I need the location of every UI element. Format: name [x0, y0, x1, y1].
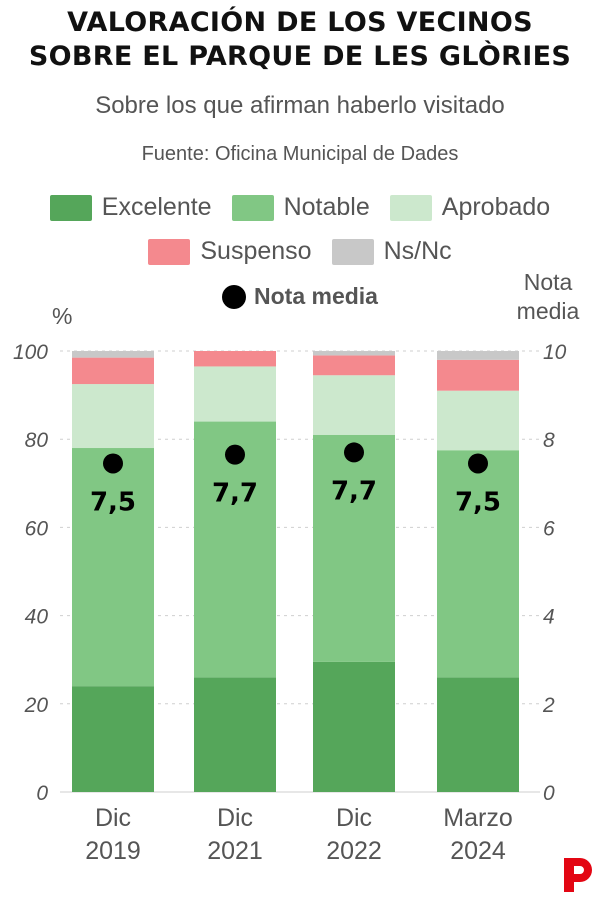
- bar-segment-excelente: [437, 677, 519, 792]
- legend-swatch-notable: [231, 194, 274, 221]
- y-left-tick-label: 0: [36, 782, 48, 805]
- legend-label-nsnc: Ns/Nc: [383, 237, 452, 265]
- legend-swatch-suspenso: [148, 238, 191, 265]
- bar-segment-aprobado: [194, 366, 276, 422]
- legend-item-excelente: Excelente: [49, 193, 212, 222]
- bar-segment-aprobado: [72, 384, 154, 449]
- bar-segment-suspenso: [72, 357, 154, 385]
- nota-media-label: 7,7: [331, 476, 377, 506]
- y-left-tick-label: 100: [13, 341, 48, 364]
- y-right-axis-label: Nota: [524, 269, 573, 295]
- bar-segment-notable: [313, 434, 395, 662]
- title-line-2: SOBRE EL PARQUE DE LES GLÒRIES: [28, 41, 572, 72]
- legend-label-excelente: Excelente: [101, 193, 212, 221]
- legend-item-suspenso: Suspenso: [148, 237, 312, 266]
- bar-segment-excelente: [194, 677, 276, 792]
- legend-label-suspenso: Suspenso: [200, 237, 312, 265]
- bar-segment-nsnc: [313, 351, 395, 356]
- x-category-label: 2022: [326, 837, 382, 865]
- bar-segment-suspenso: [313, 355, 395, 376]
- y-left-tick-label: 80: [25, 429, 49, 452]
- bar-segment-suspenso: [437, 359, 519, 391]
- x-category-label: 2019: [85, 837, 141, 865]
- legend-item-notable: Notable: [231, 193, 370, 222]
- legend-label-aprobado: Aprobado: [441, 193, 551, 221]
- bar-segment-notable: [437, 450, 519, 678]
- y-right-tick-label: 2: [542, 694, 555, 717]
- bar-segment-nsnc: [437, 351, 519, 360]
- y-left-tick-label: 60: [25, 517, 49, 540]
- legend-label-notable: Notable: [283, 193, 370, 221]
- legend-item-aprobado: Aprobado: [389, 193, 551, 222]
- y-right-tick-label: 8: [543, 429, 555, 452]
- x-category-label: 2021: [207, 837, 263, 865]
- nota-media-dot: [344, 442, 364, 463]
- x-category-label: Marzo: [443, 804, 512, 832]
- x-category-label: Dic: [336, 804, 372, 832]
- bar-segment-excelente: [72, 686, 154, 792]
- brand-logo-icon: [564, 858, 592, 892]
- nota-media-dot: [103, 453, 123, 474]
- nota-media-label: 7,5: [455, 487, 501, 517]
- source-note: Fuente: Oficina Municipal de Dades: [141, 143, 459, 165]
- bar-segment-suspenso: [194, 351, 276, 367]
- legend-nota-media: Nota media: [0, 283, 600, 310]
- bar-segment-excelente: [313, 661, 395, 792]
- legend-item-nsnc: Ns/Nc: [331, 237, 452, 266]
- legend-label-nota-media: Nota media: [254, 283, 378, 309]
- y-right-axis-label: media: [517, 298, 580, 324]
- nota-media-dot: [225, 444, 245, 465]
- bar-segment-aprobado: [313, 375, 395, 435]
- legend-swatch-nsnc: [331, 238, 374, 265]
- x-category-label: Dic: [95, 804, 131, 832]
- x-category-label: 2024: [450, 837, 506, 865]
- y-left-axis-label: %: [52, 303, 72, 329]
- y-left-tick-label: 20: [24, 694, 49, 717]
- y-left-tick-label: 40: [25, 606, 49, 629]
- nota-media-label: 7,7: [212, 479, 258, 509]
- legend-swatch-excelente: [49, 194, 92, 221]
- y-right-tick-label: 0: [543, 782, 555, 805]
- x-category-label: Dic: [217, 804, 253, 832]
- legend-swatch-aprobado: [389, 194, 432, 221]
- bar-segment-notable: [72, 448, 154, 687]
- y-right-tick-label: 10: [543, 341, 567, 364]
- nota-media-dot: [468, 453, 488, 474]
- bar-segment-nsnc: [72, 351, 154, 358]
- bar-segment-aprobado: [437, 390, 519, 451]
- legend-row-1: Excelente Notable Aprobado: [0, 193, 600, 222]
- nota-media-label: 7,5: [90, 487, 136, 517]
- y-right-tick-label: 6: [543, 517, 555, 540]
- legend-dot-icon: [222, 284, 246, 309]
- subtitle: Sobre los que afirman haberlo visitado: [95, 92, 505, 119]
- y-right-tick-label: 4: [543, 606, 555, 629]
- title-line-1: VALORACIÓN DE LOS VECINOS: [67, 7, 533, 38]
- legend-row-2: Suspenso Ns/Nc: [0, 237, 600, 266]
